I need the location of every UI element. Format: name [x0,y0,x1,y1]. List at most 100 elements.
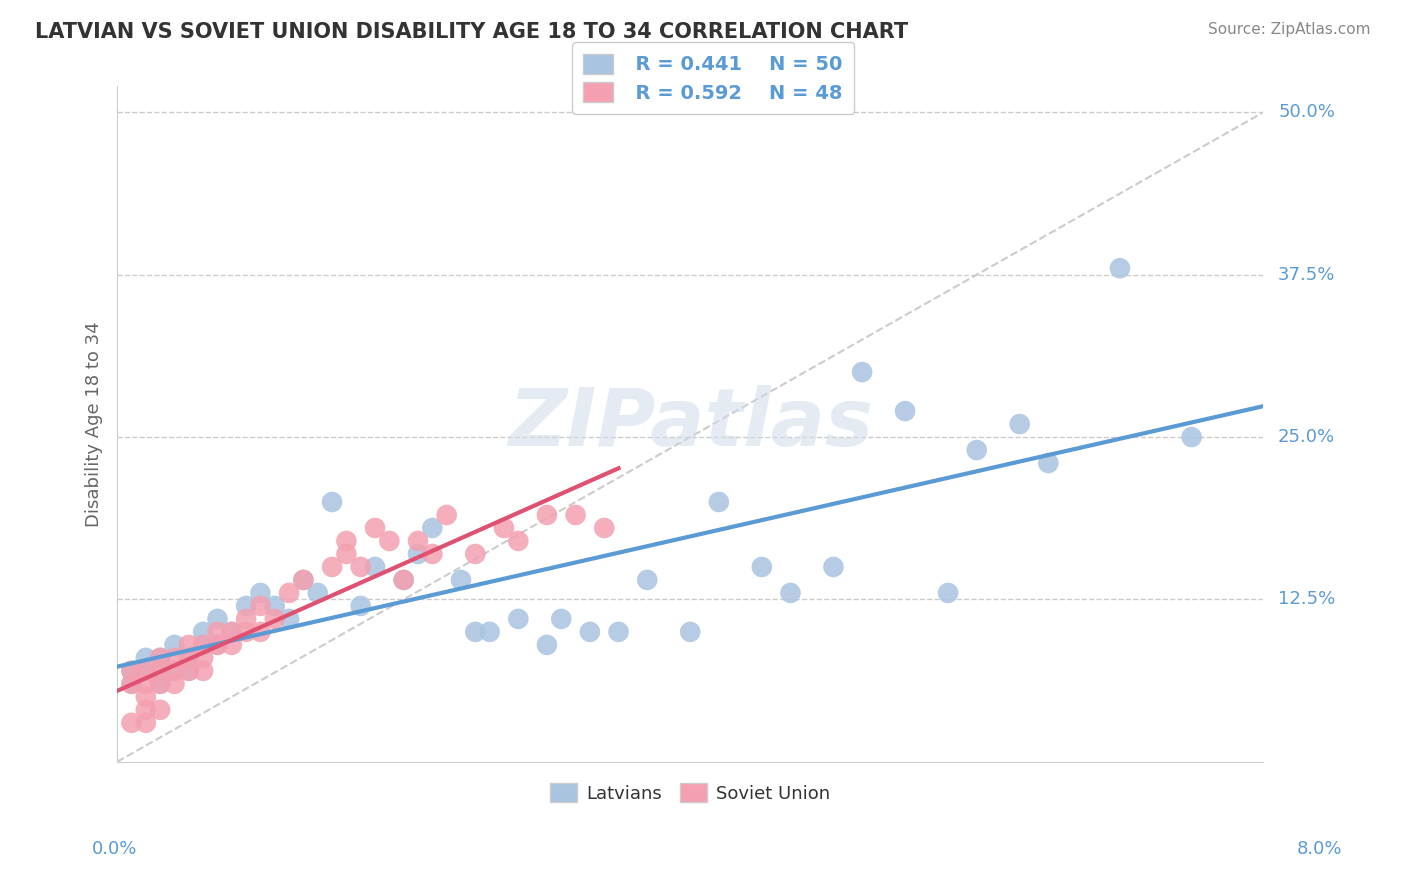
Point [235,599,257,613]
Point [478,624,501,639]
Point [392,573,415,587]
Point [249,599,271,613]
Point [135,715,157,730]
Point [163,664,186,678]
Point [191,638,214,652]
Point [422,521,444,535]
Point [135,677,157,691]
Point [492,521,515,535]
Point [191,624,214,639]
Point [135,664,157,678]
Point [364,560,387,574]
Text: 0.0%: 0.0% [91,840,136,858]
Point [263,599,285,613]
Point [135,690,157,704]
Point [221,638,243,652]
Point [149,664,172,678]
Point [121,715,143,730]
Point [135,664,157,678]
Point [121,677,143,691]
Text: LATVIAN VS SOVIET UNION DISABILITY AGE 18 TO 34 CORRELATION CHART: LATVIAN VS SOVIET UNION DISABILITY AGE 1… [35,22,908,42]
Point [135,651,157,665]
Point [177,664,200,678]
Point [149,703,172,717]
Point [177,638,200,652]
Point [321,560,343,574]
Text: 12.5%: 12.5% [1278,591,1336,608]
Point [278,612,301,626]
Point [191,664,214,678]
Point [436,508,458,522]
Point [707,495,730,509]
Point [292,573,315,587]
Point [177,651,200,665]
Point [149,664,172,678]
Point [579,624,602,639]
Point [335,547,357,561]
Point [163,664,186,678]
Point [121,664,143,678]
Point [1008,417,1031,431]
Point [422,547,444,561]
Point [149,677,172,691]
Point [207,612,229,626]
Point [221,624,243,639]
Point [378,533,401,548]
Point [335,533,357,548]
Text: 25.0%: 25.0% [1278,428,1336,446]
Point [149,651,172,665]
Point [564,508,586,522]
Text: 50.0%: 50.0% [1278,103,1334,121]
Point [823,560,845,574]
Point [163,651,186,665]
Point [307,586,329,600]
Point [191,638,214,652]
Text: ZIPatlas: ZIPatlas [508,385,873,463]
Point [221,624,243,639]
Point [249,624,271,639]
Point [851,365,873,379]
Point [1109,261,1132,276]
Point [121,677,143,691]
Point [121,664,143,678]
Point [207,638,229,652]
Point [364,521,387,535]
Point [406,547,429,561]
Point [679,624,702,639]
Point [350,599,373,613]
Text: Source: ZipAtlas.com: Source: ZipAtlas.com [1208,22,1371,37]
Point [464,624,486,639]
Point [249,586,271,600]
Text: 37.5%: 37.5% [1278,266,1336,284]
Point [779,586,801,600]
Point [135,703,157,717]
Point [149,677,172,691]
Point [149,651,172,665]
Point [607,624,630,639]
Point [406,533,429,548]
Legend: Latvians, Soviet Union: Latvians, Soviet Union [540,772,841,814]
Point [450,573,472,587]
Point [207,638,229,652]
Point [536,638,558,652]
Point [1038,456,1060,470]
Y-axis label: Disability Age 18 to 34: Disability Age 18 to 34 [86,321,103,527]
Point [235,612,257,626]
Point [636,573,658,587]
Point [464,547,486,561]
Point [207,624,229,639]
Point [751,560,773,574]
Point [536,508,558,522]
Point [292,573,315,587]
Point [936,586,959,600]
Point [191,651,214,665]
Point [163,677,186,691]
Point [966,443,988,458]
Text: 8.0%: 8.0% [1298,840,1343,858]
Point [350,560,373,574]
Point [508,533,530,548]
Point [163,638,186,652]
Point [177,664,200,678]
Point [1181,430,1204,444]
Point [263,612,285,626]
